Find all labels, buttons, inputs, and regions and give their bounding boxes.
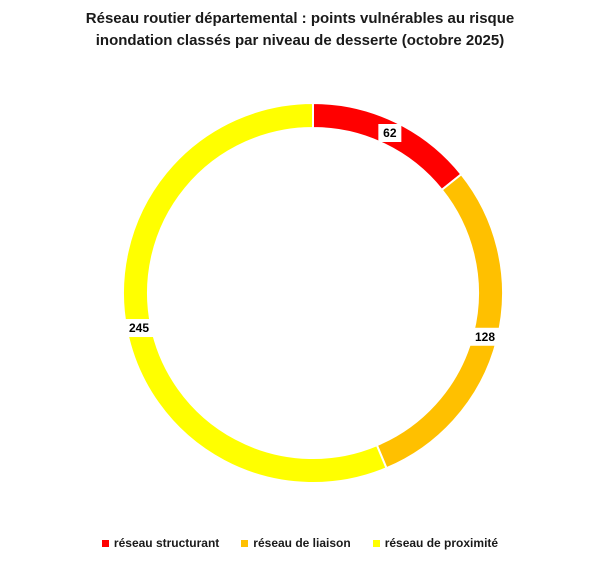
data-label-text-3: 245 bbox=[129, 321, 149, 335]
donut-slice-3 bbox=[122, 101, 388, 484]
data-label-text-2: 128 bbox=[475, 330, 495, 344]
data-label-text-1: 62 bbox=[383, 126, 397, 140]
chart-title-line-1: Réseau routier départemental : points vu… bbox=[85, 10, 515, 27]
legend-label-3: réseau de proximité bbox=[384, 536, 499, 550]
donut-slices bbox=[122, 101, 504, 484]
legend-item-1: réseau structurant bbox=[101, 536, 220, 550]
legend-label-2: réseau de liaison bbox=[253, 536, 351, 550]
data-label-2: 128 bbox=[469, 327, 501, 346]
data-label-1: 62 bbox=[378, 123, 402, 142]
legend-item-2: réseau de liaison bbox=[241, 536, 351, 550]
legend-swatch-3 bbox=[372, 539, 380, 547]
legend-swatch-2 bbox=[241, 539, 249, 547]
data-labels: 62 128 245 bbox=[123, 123, 501, 346]
data-label-3: 245 bbox=[123, 319, 155, 338]
legend-item-3: réseau de proximité bbox=[372, 536, 499, 550]
legend-label-1: réseau structurant bbox=[113, 536, 220, 550]
donut-slice-2 bbox=[375, 172, 504, 470]
donut-slice-1 bbox=[312, 101, 463, 192]
chart-title-line-2: inondation classés par niveau de dessert… bbox=[95, 32, 505, 49]
chart-title: Réseau routier départemental : points vu… bbox=[0, 8, 600, 52]
legend-swatch-1 bbox=[101, 539, 109, 547]
chart-legend: réseau structurant réseau de liaison résea… bbox=[0, 536, 600, 550]
